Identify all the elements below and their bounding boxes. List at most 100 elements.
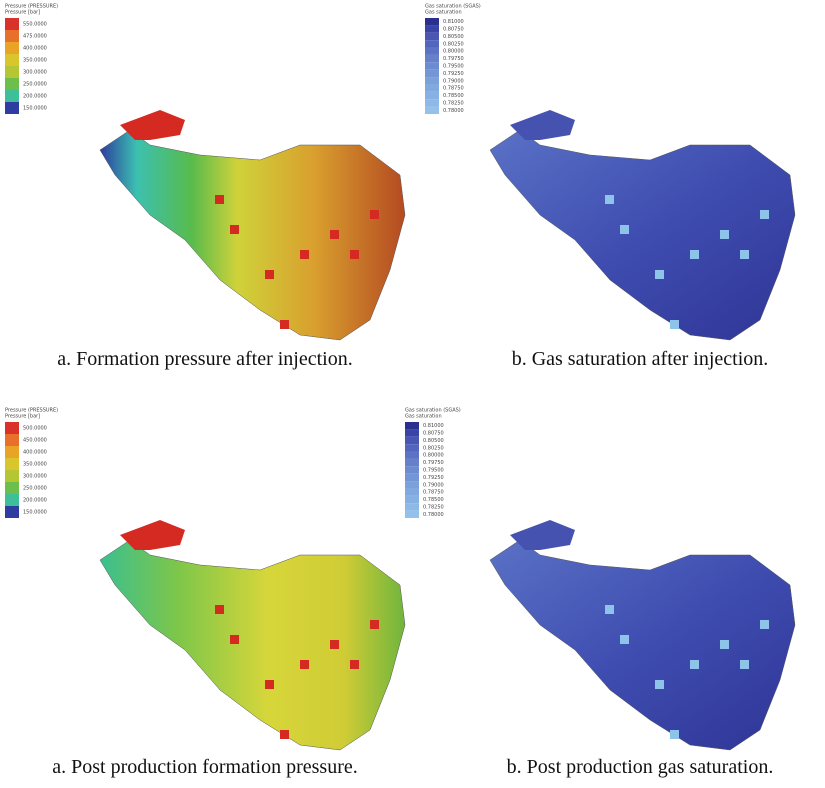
legend-swatch: [405, 481, 419, 489]
legend-subtitle: Pressure [bar]: [5, 10, 40, 16]
reservoir-island: [120, 520, 185, 550]
legend-label: 0.80500: [443, 34, 464, 40]
legend-label: 0.80500: [423, 438, 444, 444]
legend-label: 350.0000: [23, 462, 47, 468]
legend-swatch: [5, 42, 19, 54]
legend-label: 400.0000: [23, 450, 47, 456]
legend-swatch: [5, 30, 19, 42]
legend-swatch: [405, 429, 419, 437]
simulation-image: [489, 520, 796, 751]
legend-label: 300.0000: [23, 70, 47, 76]
reservoir-island: [120, 110, 185, 140]
cell-highlight: [230, 225, 239, 234]
legend-swatch: [405, 458, 419, 467]
reservoir-body: [489, 539, 796, 751]
cell-highlight: [280, 320, 289, 329]
legend-label: 0.80000: [423, 453, 444, 459]
legend-label: 200.0000: [23, 94, 47, 100]
cell-highlight: [230, 635, 239, 644]
caption: a. Post production formation pressure.: [52, 756, 358, 778]
legend-label: 250.0000: [23, 486, 47, 492]
legend-swatch: [405, 488, 419, 496]
legend-label: 0.80750: [443, 27, 464, 33]
legend-swatch: [425, 47, 439, 55]
legend-label: 0.80250: [443, 41, 464, 47]
legend-swatch: [405, 473, 419, 482]
cell-highlight: [300, 250, 309, 259]
cell-highlight: [740, 660, 749, 669]
legend-swatch: [405, 503, 419, 511]
legend-swatch: [425, 106, 439, 114]
legend-label: 150.0000: [23, 510, 47, 516]
cell-highlight: [760, 620, 769, 629]
legend-title: Pressure (PRESSURE): [5, 408, 58, 414]
cell-highlight: [265, 270, 274, 279]
cell-highlight: [670, 320, 679, 329]
cell-highlight: [350, 660, 359, 669]
legend-subtitle: Pressure [bar]: [5, 414, 40, 420]
legend-swatch: [405, 510, 419, 518]
legend-label: 500.0000: [23, 426, 47, 432]
reservoir-body: [99, 129, 406, 341]
legend-swatch: [5, 18, 19, 30]
legend-label: 0.80250: [423, 445, 444, 451]
cell-highlight: [655, 680, 664, 689]
reservoir-body: [99, 539, 406, 751]
legend-swatch: [425, 69, 439, 78]
cell-highlight: [690, 250, 699, 259]
legend-label: 0.80750: [423, 431, 444, 437]
legend-swatch: [425, 40, 439, 48]
cell-highlight: [215, 195, 224, 204]
reservoir-island: [510, 520, 575, 550]
legend-swatch: [405, 436, 419, 445]
legend-label: 0.79250: [423, 475, 444, 481]
legend-label: 0.78250: [443, 100, 464, 106]
legend-swatch: [425, 99, 439, 107]
legend-swatch: [5, 482, 19, 494]
cell-highlight: [330, 230, 339, 239]
legend-label: 0.79000: [443, 78, 464, 84]
cell-highlight: [620, 635, 629, 644]
legend-swatch: [405, 451, 419, 459]
legend-swatch: [5, 506, 19, 518]
cell-highlight: [265, 680, 274, 689]
legend-label: 300.0000: [23, 474, 47, 480]
simulation-image: [99, 520, 406, 751]
legend-swatch: [5, 422, 19, 434]
legend-label: 200.0000: [23, 498, 47, 504]
legend-label: 475.0000: [23, 34, 47, 40]
legend-label: 0.78250: [423, 504, 444, 510]
cell-highlight: [720, 230, 729, 239]
simulation-image: [489, 110, 796, 341]
legend-swatch: [5, 458, 19, 470]
legend-label: 0.79500: [423, 468, 444, 474]
simulation-image: [99, 110, 406, 341]
legend-label: 0.79250: [443, 71, 464, 77]
legend-label: 0.80000: [443, 49, 464, 55]
cell-highlight: [370, 620, 379, 629]
cell-highlight: [280, 730, 289, 739]
reservoir-body: [489, 129, 796, 341]
legend-swatch: [5, 90, 19, 102]
legend-swatch: [5, 78, 19, 90]
legend-label: 550.0000: [23, 22, 47, 28]
legend-swatch: [425, 18, 439, 26]
legend-title: Gas saturation (SGAS): [425, 4, 481, 10]
legend-swatch: [405, 466, 419, 474]
cell-highlight: [350, 250, 359, 259]
cell-highlight: [370, 210, 379, 219]
legend-swatch: [425, 62, 439, 70]
legend-swatch: [5, 66, 19, 78]
cell-highlight: [330, 640, 339, 649]
cell-highlight: [605, 605, 614, 614]
reservoir-island: [510, 110, 575, 140]
cell-highlight: [760, 210, 769, 219]
legend-swatch: [5, 54, 19, 66]
legend-label: 0.78500: [423, 497, 444, 503]
legend-label: 0.79750: [443, 56, 464, 62]
cell-highlight: [300, 660, 309, 669]
legend-label: 400.0000: [23, 46, 47, 52]
legend-label: 0.79500: [443, 64, 464, 70]
legend-label: 0.78750: [443, 86, 464, 92]
